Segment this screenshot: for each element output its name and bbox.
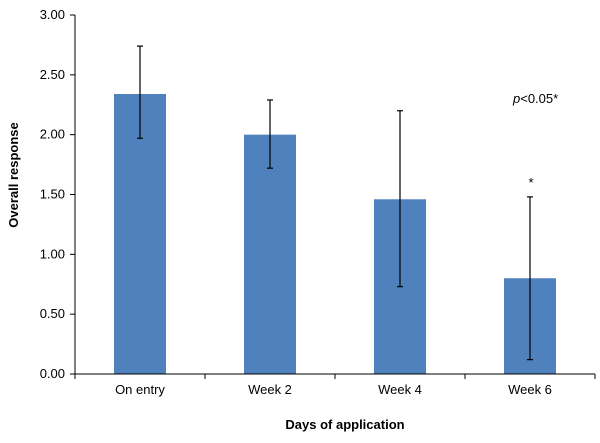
p-value-italic: p	[512, 91, 520, 106]
y-tick-label: 2.50	[40, 67, 65, 82]
y-tick-label: 1.50	[40, 187, 65, 202]
y-tick-label: 2.00	[40, 127, 65, 142]
p-value-rest: <0.05*	[520, 91, 558, 106]
significance-marker: *	[528, 175, 533, 190]
bar-on-entry	[114, 93, 166, 374]
y-tick-label: 3.00	[40, 7, 65, 22]
y-axis-title: Overall response	[6, 122, 21, 228]
x-tick-label: Week 6	[508, 382, 552, 397]
x-tick-label: On entry	[115, 382, 165, 397]
bars-group	[114, 93, 556, 374]
bar-week-2	[244, 134, 296, 374]
y-tick-label: 0.50	[40, 306, 65, 321]
y-tick-label: 0.00	[40, 366, 65, 381]
x-tick-label: Week 2	[248, 382, 292, 397]
x-tick-label: Week 4	[378, 382, 422, 397]
p-value-annotation: p<0.05*	[512, 91, 558, 106]
x-axis-title: Days of application	[285, 417, 404, 432]
y-tick-label: 1.00	[40, 246, 65, 261]
y-axis-ticks: 0.00 0.50 1.00 1.50 2.00 2.50 3.00	[40, 7, 75, 381]
error-bars-group	[137, 45, 533, 361]
x-axis-ticks: On entry Week 2 Week 4 Week 6	[74, 374, 596, 397]
